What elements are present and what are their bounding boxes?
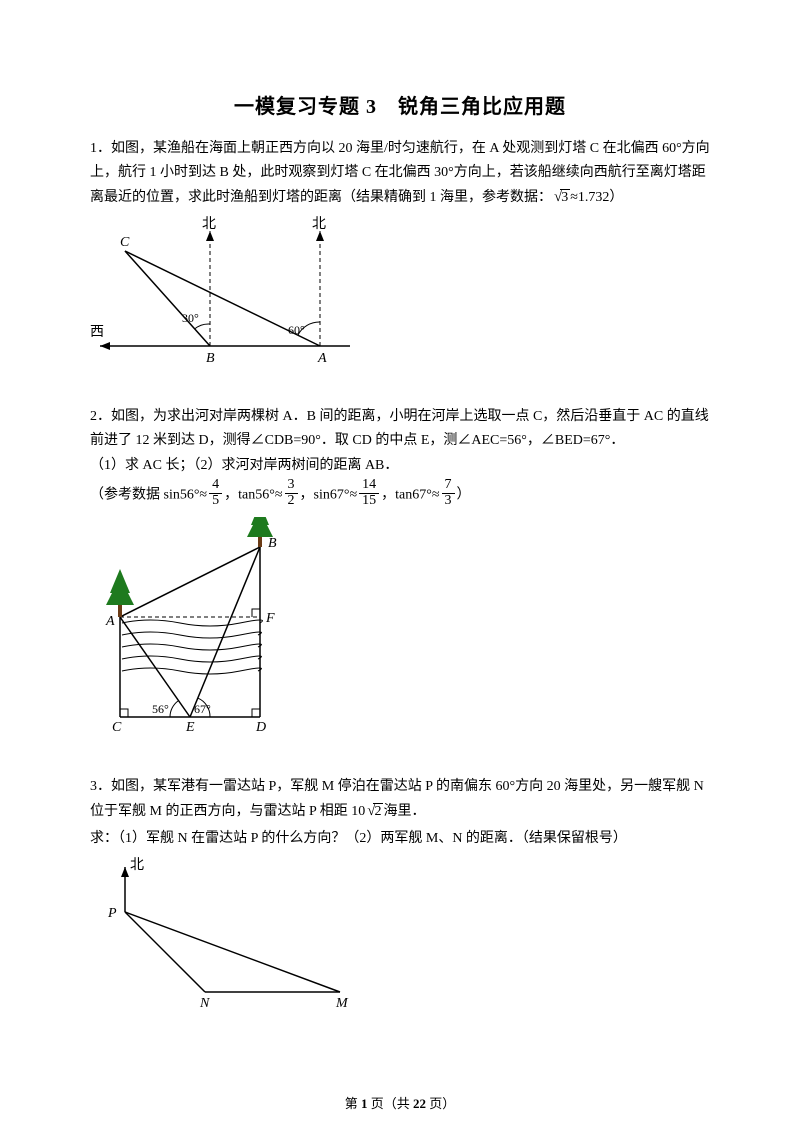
problem-3-text: 3．如图，某军港有一雷达站 P，军舰 M 停泊在雷达站 P 的南偏东 60°方向… bbox=[90, 775, 710, 824]
frac-7-3: 73 bbox=[442, 478, 455, 508]
problem-2: 2．如图，为求出河对岸两棵树 A．B 间的距离，小明在河岸上选取一点 C，然后沿… bbox=[90, 405, 710, 746]
svg-text:56°: 56° bbox=[152, 702, 169, 716]
svg-text:C: C bbox=[120, 235, 130, 250]
problem-1: 1．如图，某渔船在海面上朝正西方向以 20 海里/时匀速航行，在 A 处观测到灯… bbox=[90, 137, 710, 375]
svg-text:B: B bbox=[268, 536, 277, 551]
page-total: 22 bbox=[413, 1096, 426, 1111]
svg-text:A: A bbox=[105, 614, 115, 629]
svg-text:N: N bbox=[199, 996, 210, 1011]
frac-14-15: 1415 bbox=[359, 478, 379, 508]
frac-4-5: 45 bbox=[209, 478, 222, 508]
svg-text:B: B bbox=[206, 351, 215, 366]
problem-3-questions: 求：（1）军舰 N 在雷达站 P 的什么方向？（2）两军舰 M、N 的距离．（结… bbox=[90, 827, 710, 851]
problem-3: 3．如图，某军港有一雷达站 P，军舰 M 停泊在雷达站 P 的南偏东 60°方向… bbox=[90, 775, 710, 1025]
sqrt-2: √2 bbox=[365, 799, 383, 825]
problem-2-number: 2． bbox=[90, 409, 111, 424]
svg-text:E: E bbox=[185, 720, 195, 735]
problem-2-questions: （1）求 AC 长；（2）求河对岸两树间的距离 AB． bbox=[90, 454, 710, 478]
frac-3-2: 32 bbox=[285, 478, 298, 508]
svg-text:60°: 60° bbox=[288, 323, 305, 337]
page-title: 一模复习专题 3 锐角三角比应用题 bbox=[90, 90, 710, 119]
problem-1-number: 1． bbox=[90, 141, 111, 156]
problem-2-text: 2．如图，为求出河对岸两棵树 A．B 间的距离，小明在河岸上选取一点 C，然后沿… bbox=[90, 405, 710, 453]
svg-text:北: 北 bbox=[312, 216, 326, 232]
problem-2-body: 如图，为求出河对岸两棵树 A．B 间的距离，小明在河岸上选取一点 C，然后沿垂直… bbox=[90, 409, 709, 448]
svg-text:北: 北 bbox=[130, 857, 144, 873]
svg-text:67°: 67° bbox=[194, 702, 211, 716]
svg-text:北: 北 bbox=[202, 216, 216, 232]
page-footer: 第 1 页（共 22 页） bbox=[0, 1093, 800, 1112]
sqrt-3: √3 bbox=[552, 185, 570, 211]
svg-text:西: 西 bbox=[90, 325, 104, 340]
problem-3-number: 3． bbox=[90, 779, 111, 794]
figure-3: P N M 北 bbox=[90, 857, 710, 1026]
svg-text:P: P bbox=[107, 906, 117, 921]
problem-1-text: 1．如图，某渔船在海面上朝正西方向以 20 海里/时匀速航行，在 A 处观测到灯… bbox=[90, 137, 710, 210]
svg-text:M: M bbox=[335, 996, 349, 1011]
problem-2-reference: （参考数据 sin56°≈45，tan56°≈32，sin67°≈1415，ta… bbox=[90, 480, 710, 510]
svg-text:F: F bbox=[265, 611, 275, 626]
svg-text:A: A bbox=[317, 351, 327, 366]
problem-3-body-b: 海里． bbox=[383, 804, 425, 819]
svg-text:30°: 30° bbox=[182, 311, 199, 325]
svg-text:C: C bbox=[112, 720, 122, 735]
figure-1: C B A 西 北 北 30° 60° bbox=[90, 216, 710, 375]
figure-2: A B C D E F 56° 67° bbox=[90, 517, 710, 746]
svg-text:D: D bbox=[255, 720, 266, 735]
problem-1-tail: ≈1.732） bbox=[570, 190, 623, 205]
page: 一模复习专题 3 锐角三角比应用题 1．如图，某渔船在海面上朝正西方向以 20 … bbox=[0, 0, 800, 1132]
